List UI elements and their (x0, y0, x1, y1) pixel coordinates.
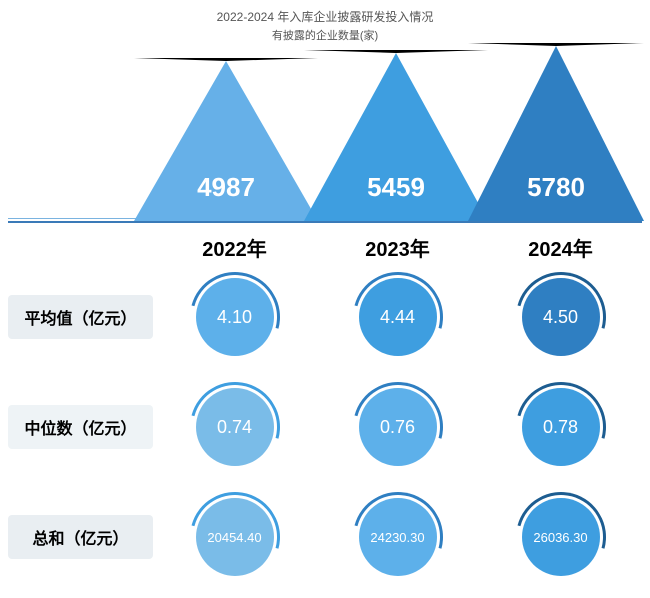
circle-arc (173, 256, 296, 379)
year-2023: 2023年 (316, 233, 479, 262)
value-circle: 20454.40 (196, 498, 274, 576)
main-title: 2022-2024 年入库企业披露研发投入情况 (8, 8, 642, 25)
circle-arc (173, 476, 296, 598)
circle-cell: 0.78 (479, 388, 642, 466)
row-label-sum: 总和（亿元） (8, 515, 153, 559)
infographic-container: 2022-2024 年入库企业披露研发投入情况 有披露的企业数量(家) 4987… (0, 0, 650, 572)
circle-cell: 4.44 (316, 278, 479, 356)
value-circle: 4.50 (522, 278, 600, 356)
circle-arc (336, 256, 459, 379)
circle-cell: 26036.30 (479, 498, 642, 576)
circle-arc (499, 476, 622, 598)
row-label-average: 平均值（亿元） (8, 295, 153, 339)
value-circle: 0.78 (522, 388, 600, 466)
circle-cell: 0.74 (153, 388, 316, 466)
value-circle: 4.10 (196, 278, 274, 356)
circle-cell: 20454.40 (153, 498, 316, 576)
value-circle: 24230.30 (359, 498, 437, 576)
circle-arc (499, 366, 622, 489)
circle-cell: 0.76 (316, 388, 479, 466)
year-2024: 2024年 (479, 233, 642, 262)
years-header-row: 2022年 2023年 2024年 (8, 227, 642, 267)
row-label-median: 中位数（亿元） (8, 405, 153, 449)
triangle-value-1: 5459 (367, 172, 425, 203)
title-area: 2022-2024 年入库企业披露研发投入情况 有披露的企业数量(家) (8, 8, 642, 43)
year-2022: 2022年 (153, 233, 316, 262)
row-average: 平均值（亿元） 4.10 4.44 4.50 (8, 267, 642, 367)
sub-title: 有披露的企业数量(家) (8, 27, 642, 43)
circle-cell: 4.50 (479, 278, 642, 356)
value-circle: 0.74 (196, 388, 274, 466)
triangles-row: 4987 5459 5780 (8, 48, 642, 223)
circle-cell: 24230.30 (316, 498, 479, 576)
triangle-value-2: 5780 (527, 172, 585, 203)
circle-arc (499, 256, 622, 379)
row-median: 中位数（亿元） 0.74 0.76 0.78 (8, 377, 642, 477)
row-sum: 总和（亿元） 20454.40 24230.30 26036.30 (8, 487, 642, 587)
value-circle: 0.76 (359, 388, 437, 466)
circle-cell: 4.10 (153, 278, 316, 356)
circle-arc (336, 366, 459, 489)
circle-arc (173, 366, 296, 489)
value-circle: 26036.30 (522, 498, 600, 576)
triangle-value-0: 4987 (197, 172, 255, 203)
circle-arc (336, 476, 459, 598)
value-circle: 4.44 (359, 278, 437, 356)
